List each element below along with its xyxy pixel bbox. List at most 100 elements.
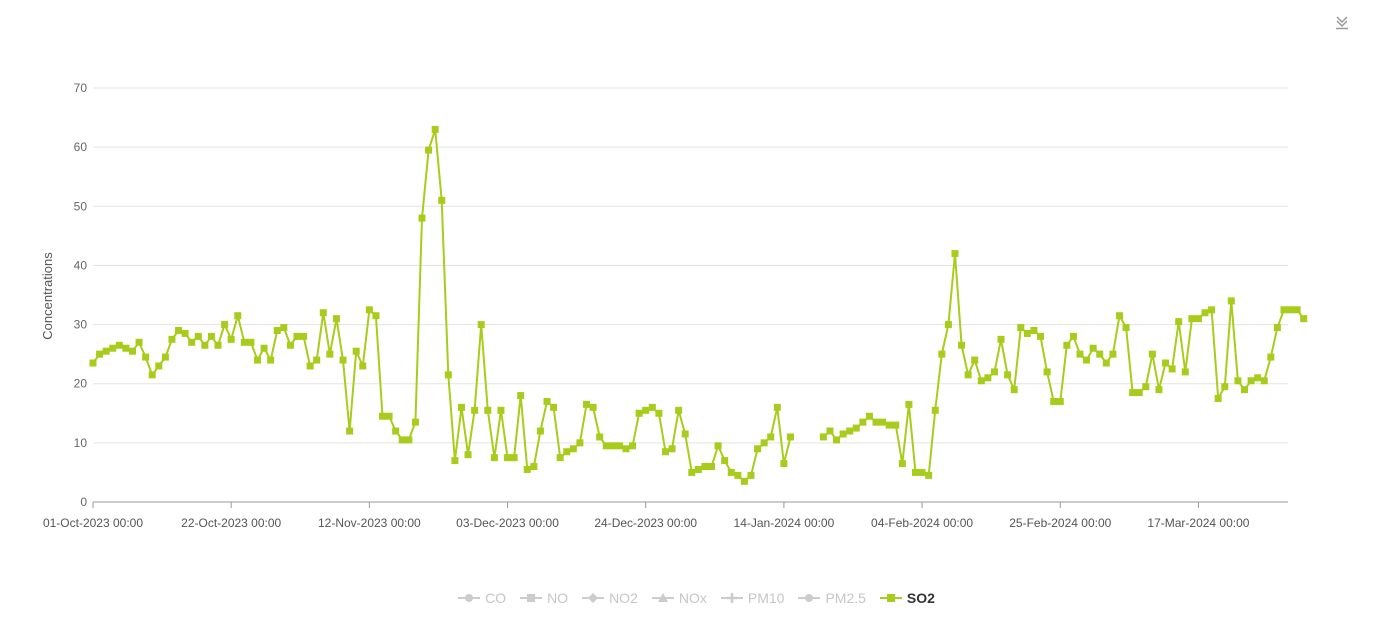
- data-point[interactable]: [1115, 312, 1123, 320]
- data-point[interactable]: [1063, 341, 1071, 349]
- data-point[interactable]: [1129, 389, 1137, 397]
- data-point[interactable]: [556, 454, 564, 462]
- data-point[interactable]: [1142, 383, 1150, 391]
- data-point[interactable]: [826, 427, 834, 435]
- data-point[interactable]: [701, 463, 709, 471]
- data-point[interactable]: [332, 315, 340, 323]
- data-point[interactable]: [1214, 395, 1222, 402]
- data-point[interactable]: [1188, 315, 1196, 323]
- data-point[interactable]: [267, 356, 275, 364]
- data-point[interactable]: [786, 433, 794, 441]
- data-point[interactable]: [918, 468, 926, 476]
- data-point[interactable]: [286, 341, 294, 349]
- data-point[interactable]: [984, 374, 992, 382]
- legend-item-pm10[interactable]: PM10: [720, 590, 784, 606]
- data-point[interactable]: [431, 125, 439, 133]
- data-point[interactable]: [708, 463, 716, 471]
- data-point[interactable]: [642, 406, 650, 414]
- data-point[interactable]: [583, 400, 590, 408]
- data-point[interactable]: [194, 332, 202, 340]
- data-point[interactable]: [128, 347, 136, 355]
- data-point[interactable]: [905, 400, 913, 408]
- data-point[interactable]: [1234, 377, 1242, 385]
- data-point[interactable]: [1227, 297, 1235, 305]
- data-point[interactable]: [1300, 315, 1308, 323]
- data-point[interactable]: [306, 362, 314, 370]
- data-point[interactable]: [234, 312, 242, 320]
- data-point[interactable]: [398, 436, 406, 444]
- data-point[interactable]: [681, 430, 689, 438]
- data-point[interactable]: [1273, 324, 1281, 332]
- data-point[interactable]: [247, 338, 255, 346]
- data-point[interactable]: [438, 196, 446, 204]
- data-point[interactable]: [602, 442, 610, 450]
- data-point[interactable]: [372, 312, 380, 320]
- data-point[interactable]: [379, 412, 387, 420]
- data-point[interactable]: [734, 471, 742, 479]
- data-point[interactable]: [1030, 326, 1038, 334]
- data-point[interactable]: [977, 377, 985, 385]
- data-point[interactable]: [859, 418, 867, 426]
- data-point[interactable]: [148, 371, 156, 379]
- data-point[interactable]: [846, 427, 854, 435]
- data-point[interactable]: [1083, 356, 1091, 364]
- data-point[interactable]: [1162, 359, 1170, 367]
- data-point[interactable]: [773, 403, 781, 411]
- data-point[interactable]: [589, 403, 597, 411]
- legend-item-no2[interactable]: NO2: [582, 590, 638, 606]
- data-point[interactable]: [1181, 368, 1189, 376]
- data-point[interactable]: [313, 356, 321, 364]
- data-point[interactable]: [819, 433, 827, 441]
- legend-item-nox[interactable]: NOx: [651, 590, 707, 606]
- data-point[interactable]: [444, 371, 452, 379]
- data-point[interactable]: [155, 362, 163, 370]
- data-point[interactable]: [490, 454, 498, 462]
- data-point[interactable]: [517, 392, 525, 400]
- data-point[interactable]: [260, 344, 268, 352]
- data-point[interactable]: [1050, 397, 1058, 405]
- data-point[interactable]: [142, 353, 150, 361]
- data-point[interactable]: [971, 356, 979, 364]
- data-point[interactable]: [181, 329, 189, 337]
- data-point[interactable]: [135, 338, 143, 346]
- data-point[interactable]: [425, 146, 433, 154]
- data-point[interactable]: [201, 341, 209, 349]
- data-point[interactable]: [471, 406, 479, 414]
- data-point[interactable]: [293, 332, 301, 340]
- data-point[interactable]: [536, 427, 544, 435]
- data-point[interactable]: [668, 445, 676, 453]
- data-point[interactable]: [727, 468, 735, 476]
- data-point[interactable]: [319, 309, 327, 317]
- data-point[interactable]: [912, 468, 919, 476]
- data-point[interactable]: [655, 409, 663, 417]
- data-point[interactable]: [1096, 350, 1104, 358]
- data-point[interactable]: [609, 442, 617, 450]
- data-point[interactable]: [254, 356, 261, 364]
- data-point[interactable]: [240, 338, 248, 346]
- data-point[interactable]: [523, 465, 531, 473]
- data-point[interactable]: [109, 344, 117, 352]
- data-point[interactable]: [944, 321, 952, 329]
- data-point[interactable]: [227, 335, 235, 343]
- data-point[interactable]: [1043, 368, 1051, 376]
- data-point[interactable]: [1122, 324, 1130, 332]
- data-point[interactable]: [1004, 371, 1012, 379]
- legend-item-co[interactable]: CO: [458, 590, 506, 606]
- data-point[interactable]: [188, 338, 196, 346]
- data-point[interactable]: [418, 214, 426, 222]
- data-point[interactable]: [997, 335, 1005, 343]
- data-point[interactable]: [872, 418, 880, 426]
- data-point[interactable]: [451, 457, 459, 465]
- legend-item-so2[interactable]: SO2: [879, 590, 935, 606]
- data-point[interactable]: [530, 463, 538, 471]
- legend-item-no[interactable]: NO: [520, 590, 568, 606]
- data-point[interactable]: [207, 332, 215, 340]
- data-point[interactable]: [635, 409, 643, 417]
- data-point[interactable]: [1168, 365, 1176, 373]
- data-point[interactable]: [833, 436, 841, 444]
- data-point[interactable]: [879, 418, 887, 426]
- data-point[interactable]: [122, 344, 130, 352]
- data-point[interactable]: [1037, 332, 1045, 340]
- data-point[interactable]: [964, 371, 972, 379]
- data-point[interactable]: [392, 427, 400, 435]
